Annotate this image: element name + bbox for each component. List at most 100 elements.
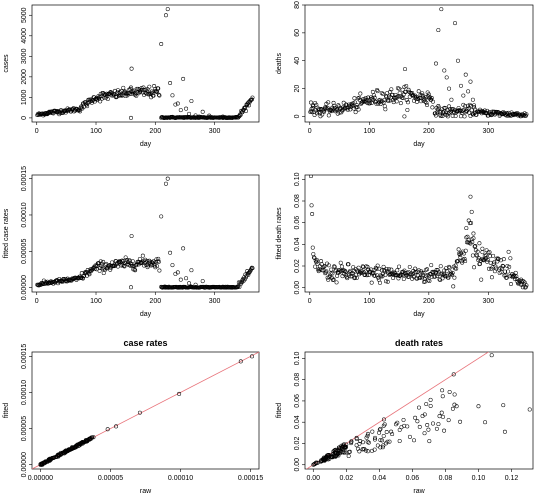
data-point: [397, 427, 402, 432]
data-point: [333, 108, 338, 113]
data-point: [146, 263, 151, 268]
data-point: [98, 259, 103, 264]
data-point: [467, 102, 472, 107]
data-point: [384, 430, 389, 434]
data-point: [483, 110, 488, 115]
data-point: [314, 258, 319, 263]
data-point: [351, 265, 356, 270]
x-tick-label: 300: [209, 128, 221, 135]
data-point: [492, 260, 497, 265]
data-point: [469, 220, 474, 225]
y-tick-label: 0.00010: [21, 202, 28, 227]
data-point: [329, 267, 334, 272]
data-point: [159, 214, 164, 219]
data-point: [123, 255, 128, 260]
data-point: [346, 454, 351, 459]
y-tick-label: 60: [294, 29, 301, 37]
data-point: [153, 259, 158, 264]
y-tick-label: 0.00010: [21, 380, 28, 405]
data-point: [485, 257, 490, 262]
data-point: [381, 417, 386, 422]
data-point: [423, 99, 428, 104]
data-point: [369, 101, 374, 106]
data-point: [178, 277, 183, 282]
y-tick-label: 0.06: [294, 394, 301, 408]
data-point: [310, 105, 315, 110]
data-point: [132, 267, 137, 272]
x-tick-label: 100: [363, 298, 375, 305]
data-point: [365, 101, 370, 106]
data-point: [496, 257, 501, 262]
data-point: [137, 256, 142, 261]
data-point: [150, 91, 155, 96]
data-point: [384, 94, 389, 99]
y-tick-label: 0.00015: [21, 344, 28, 369]
data-point: [471, 231, 476, 236]
data-point: [173, 102, 178, 107]
data-point: [413, 270, 418, 275]
data-point: [193, 282, 198, 287]
data-point: [415, 419, 420, 424]
data-point: [339, 445, 344, 450]
panel-death-rates: 0.00 0.02 0.04 0.06 0.08 0.10 0.12 0.00 0.02 0.04…: [276, 338, 534, 495]
data-point: [419, 99, 424, 104]
data-point: [152, 263, 157, 268]
data-point: [394, 99, 399, 104]
data-point: [455, 259, 460, 264]
data-point: [315, 261, 320, 266]
data-point: [442, 428, 447, 433]
data-point: [114, 424, 119, 429]
data-point: [463, 259, 468, 264]
data-point: [393, 273, 398, 278]
data-point: [342, 450, 347, 455]
data-point: [470, 111, 475, 116]
panel-fitted-death-rates: 0 100 200 300 0.00 0.02 0.04 0.06 0.08 0.10 day fit…: [276, 172, 534, 318]
data-point: [521, 279, 526, 284]
data-point: [522, 280, 527, 285]
data-point: [390, 92, 395, 97]
data-point: [506, 249, 511, 254]
data-point: [42, 460, 47, 465]
data-point: [397, 264, 402, 269]
data-point: [435, 268, 440, 273]
data-point: [394, 272, 399, 277]
data-point: [220, 114, 225, 119]
data-point: [439, 410, 444, 415]
data-point: [89, 435, 94, 440]
data-point: [480, 246, 485, 251]
data-point: [337, 110, 342, 115]
data-point: [470, 240, 475, 245]
data-point: [403, 67, 407, 72]
data-point: [429, 274, 434, 279]
data-point: [523, 285, 528, 290]
data-point: [470, 253, 475, 258]
data-point: [387, 439, 392, 444]
data-point: [420, 413, 425, 418]
data-point: [396, 276, 401, 281]
data-point: [325, 456, 330, 461]
data-point: [416, 89, 421, 94]
data-point: [369, 280, 374, 285]
data-point: [400, 87, 405, 92]
data-point: [356, 107, 361, 112]
data-point: [316, 110, 321, 114]
plot-frame: [31, 174, 260, 293]
x-tick-label: 0.06: [406, 475, 420, 482]
data-point: [348, 107, 353, 112]
data-point: [156, 92, 161, 97]
data-point: [344, 102, 349, 107]
data-point: [140, 253, 145, 258]
data-point: [351, 101, 356, 106]
data-point: [193, 113, 198, 118]
data-point: [488, 254, 493, 259]
data-point: [310, 212, 315, 216]
data-point: [108, 267, 113, 272]
data-point: [383, 107, 388, 112]
data-point: [339, 264, 344, 269]
x-tick-label: 0.12: [505, 475, 519, 482]
data-point: [66, 448, 71, 453]
data-point: [458, 83, 463, 88]
data-point: [124, 258, 129, 263]
data-point: [142, 263, 146, 268]
data-point: [365, 439, 370, 444]
